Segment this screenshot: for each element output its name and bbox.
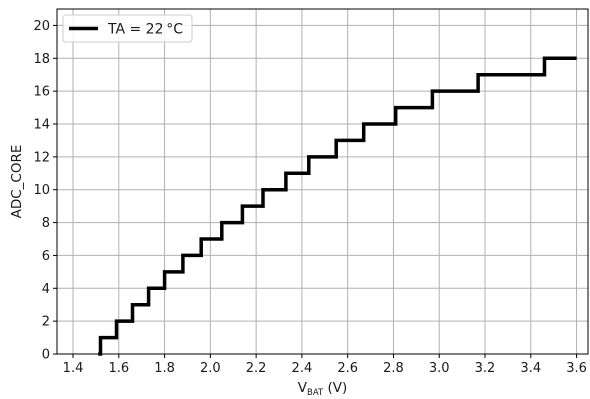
series-line (98, 56, 577, 356)
plot-frame (56, 8, 589, 355)
y-tick-label: 6 (42, 249, 50, 264)
grid-lines (57, 9, 588, 355)
x-tick-label: 2.0 (200, 361, 221, 376)
x-tick-label: 3.6 (566, 361, 587, 376)
x-tick-label: 1.8 (154, 361, 175, 376)
x-tick-label: 1.6 (108, 361, 129, 376)
series-layer (98, 56, 577, 356)
y-tick-label: 18 (33, 52, 50, 67)
y-tick-label: 12 (33, 150, 50, 165)
y-tick-label: 14 (33, 118, 50, 133)
y-tick-label: 8 (42, 216, 50, 231)
y-axis-ticks: 0 2 4 6 8 10 12 14 16 18 20 (33, 19, 57, 363)
y-tick-label: 10 (33, 183, 50, 198)
y-tick-label: 20 (33, 19, 50, 34)
x-axis-label-main: V (298, 380, 308, 396)
x-axis-label-unit: (V) (323, 380, 347, 396)
x-tick-label: 2.4 (292, 361, 313, 376)
x-axis-label: VBAT (V) (298, 380, 348, 398)
x-tick-label: 2.6 (337, 361, 358, 376)
x-tick-label: 1.4 (63, 361, 84, 376)
x-axis-ticks: 1.4 1.6 1.8 2.0 2.2 2.4 2.6 2.8 3.0 3.2 3.4 3.6 (63, 354, 587, 376)
y-tick-label: 2 (42, 315, 50, 330)
y-axis-label: ADC_CORE (9, 145, 25, 219)
x-tick-label: 3.4 (520, 361, 541, 376)
x-tick-label: 2.8 (383, 361, 404, 376)
y-tick-label: 4 (42, 282, 50, 297)
x-tick-label: 2.2 (246, 361, 267, 376)
x-tick-label: 3.2 (475, 361, 496, 376)
legend-label: TA = 22 °C (107, 22, 183, 38)
y-tick-label: 0 (42, 348, 50, 363)
x-axis-label-subscript: BAT (307, 388, 324, 398)
legend: TA = 22 °C (62, 14, 193, 43)
legend-box (62, 14, 193, 43)
x-tick-label: 3.0 (429, 361, 450, 376)
y-tick-label: 16 (33, 85, 50, 100)
